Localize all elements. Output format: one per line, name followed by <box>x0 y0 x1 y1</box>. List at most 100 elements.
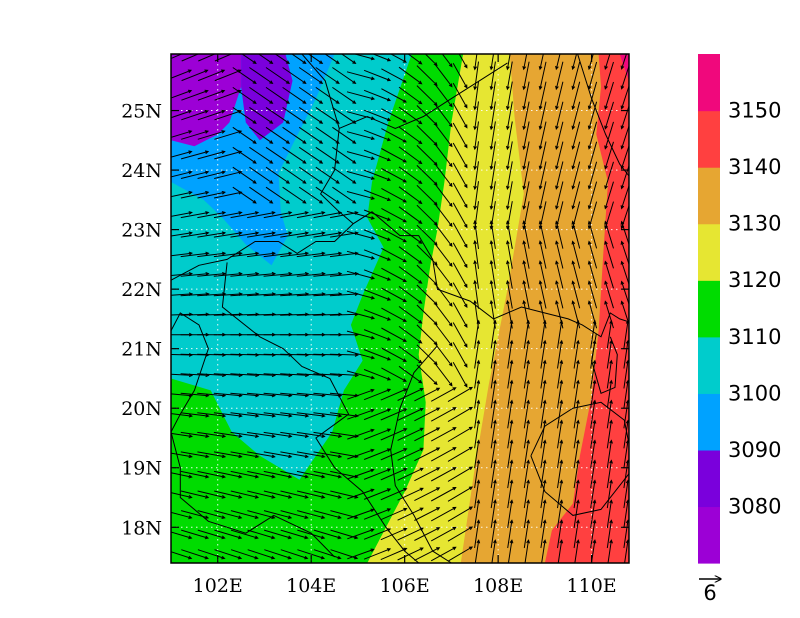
wind-vector <box>473 101 479 131</box>
wind-vector <box>381 128 407 143</box>
wind-vector <box>363 289 392 301</box>
wind-vector <box>414 427 441 442</box>
colorbar-label: 3110 <box>728 325 781 349</box>
wind-vector <box>263 231 293 238</box>
wind-vector <box>381 88 407 103</box>
wind-vector <box>363 229 392 241</box>
wind-vector <box>280 211 309 219</box>
wind-vector <box>197 150 226 160</box>
wind-vector <box>447 546 474 562</box>
wind-vector <box>346 290 376 300</box>
wind-vector <box>380 468 408 481</box>
wind-vector <box>347 448 375 460</box>
wind-vector <box>434 223 453 247</box>
wind-vector <box>346 330 376 340</box>
wind-vector <box>523 499 530 529</box>
wind-vector <box>507 419 514 449</box>
wind-vector <box>282 86 307 104</box>
y-tick-label: 21N <box>121 339 162 361</box>
wind-vector <box>363 309 392 321</box>
wind-vector <box>230 211 260 219</box>
wind-vector <box>538 280 547 309</box>
wind-vector <box>298 146 324 164</box>
wind-vector <box>490 359 497 389</box>
wind-vector <box>416 244 438 266</box>
wind-vector <box>489 161 496 191</box>
wind-vector <box>180 170 210 179</box>
wind-vector <box>298 86 324 104</box>
wind-vector <box>557 539 564 563</box>
colorbar-label: 3140 <box>728 155 781 179</box>
wind-vector <box>214 490 243 499</box>
wind-vector <box>214 529 243 540</box>
wind-vector <box>315 86 340 104</box>
wind-vector <box>340 54 357 65</box>
wind-vector <box>507 379 514 409</box>
wind-vector <box>381 347 407 362</box>
wind-vector <box>346 210 376 220</box>
wind-vector <box>280 271 310 277</box>
wind-vector <box>380 507 408 521</box>
wind-vector <box>171 190 193 198</box>
wind-vector <box>214 130 243 140</box>
wind-vector <box>265 126 290 144</box>
wind-vector <box>181 549 209 560</box>
wind-vector <box>232 146 257 164</box>
wind-vector <box>473 54 478 71</box>
wind-vector <box>347 428 375 440</box>
wind-vector <box>414 447 441 462</box>
wind-vector <box>606 339 613 369</box>
wind-vector <box>249 106 274 124</box>
wind-vector <box>523 439 530 469</box>
wind-vector <box>363 169 392 181</box>
wind-vector <box>474 419 481 449</box>
wind-vector <box>363 448 392 460</box>
wind-vector <box>416 165 438 186</box>
x-tick-label: 104E <box>286 575 336 597</box>
wind-vector <box>280 251 310 258</box>
wind-vector <box>507 359 514 389</box>
wind-vector <box>232 67 257 85</box>
wind-vector <box>474 359 481 389</box>
wind-vector <box>381 307 407 322</box>
colorbar-swatch <box>698 223 720 281</box>
wind-vector <box>571 101 581 130</box>
wind-vector <box>230 271 260 277</box>
wind-vector <box>381 367 407 382</box>
wind-vector <box>197 109 226 121</box>
wind-vector <box>540 519 547 549</box>
wind-vector <box>214 510 243 519</box>
wind-vector <box>381 247 407 263</box>
wind-vector <box>214 549 243 560</box>
colorbar-swatch <box>698 110 720 168</box>
wind-vector <box>332 146 357 164</box>
wind-vector <box>230 451 260 459</box>
wind-vector <box>571 260 581 289</box>
wind-vector <box>213 211 243 219</box>
wind-vector <box>398 246 423 264</box>
wind-vector <box>434 183 453 208</box>
wind-vector <box>363 488 392 500</box>
wind-vector <box>555 121 564 150</box>
wind-vector <box>538 61 547 91</box>
wind-vector <box>506 54 511 71</box>
wind-vector <box>398 325 423 344</box>
wind-vector <box>346 191 376 200</box>
wind-vector <box>180 412 210 418</box>
wind-vector <box>230 529 259 540</box>
wind-vector <box>241 54 257 65</box>
wind-vector <box>557 479 564 509</box>
wind-vector <box>590 379 597 409</box>
wind-vector <box>398 66 423 85</box>
wind-vector <box>507 439 514 469</box>
wind-vector <box>473 181 479 211</box>
wind-vector <box>571 54 578 71</box>
wind-vector <box>573 399 580 429</box>
wind-vector <box>249 67 274 85</box>
wind-vector <box>352 54 376 61</box>
reference-vector: 6 <box>699 579 721 605</box>
wind-vector <box>430 506 457 522</box>
wind-vector <box>296 490 326 499</box>
wind-vector <box>522 141 530 170</box>
wind-vector <box>296 211 326 219</box>
